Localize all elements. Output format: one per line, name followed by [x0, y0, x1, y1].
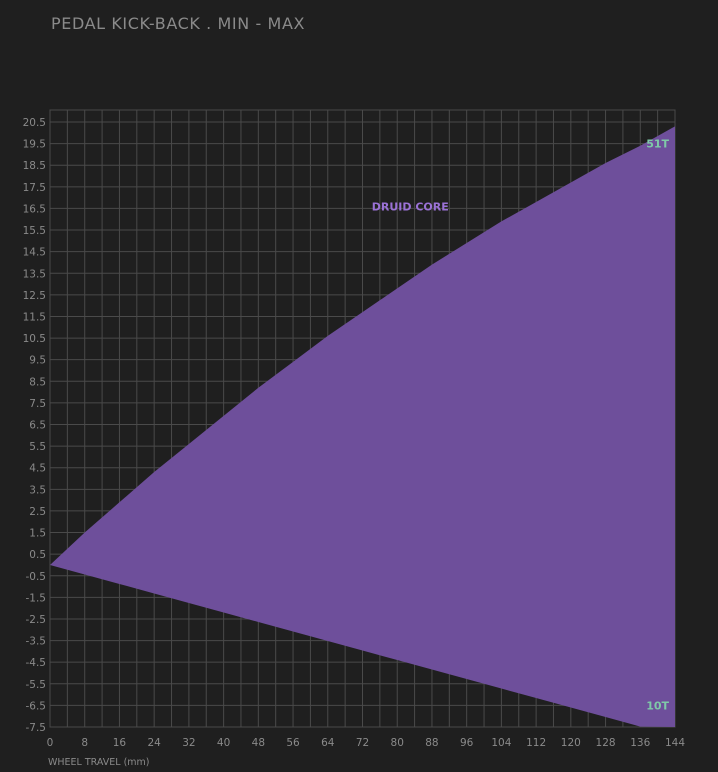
y-tick-label: -0.5 — [26, 571, 47, 583]
x-tick-label: 16 — [113, 737, 127, 749]
chart-title: PEDAL KICK-BACK . MIN - MAX — [51, 14, 306, 33]
annotations: 51T 10T DRUID CORE — [372, 138, 670, 713]
y-tick-label: 4.5 — [29, 463, 46, 475]
y-tick-label: 9.5 — [29, 355, 46, 367]
y-tick-label: -4.5 — [26, 657, 47, 669]
y-tick-label: 17.5 — [23, 182, 46, 194]
y-tick-label: 11.5 — [23, 311, 46, 323]
y-tick-label: -5.5 — [26, 679, 47, 691]
series-label-druid-core: DRUID CORE — [372, 200, 449, 213]
x-axis-ticks: 0 8 16 24 32 40 48 56 64 72 80 88 96 104 112 120 128 136 1… — [47, 737, 686, 749]
annotation-10t: 10T — [646, 699, 669, 712]
y-tick-label: 3.5 — [29, 484, 46, 496]
series-area-druid-core — [50, 126, 675, 728]
plot-area — [50, 126, 675, 728]
y-tick-label: 14.5 — [23, 247, 46, 259]
y-tick-label: 10.5 — [23, 333, 46, 345]
y-tick-label: 15.5 — [23, 225, 46, 237]
y-tick-label: 5.5 — [29, 441, 46, 453]
x-tick-label: 96 — [460, 737, 474, 749]
x-tick-label: 24 — [147, 737, 161, 749]
x-tick-label: 136 — [630, 737, 650, 749]
y-tick-label: -7.5 — [26, 722, 47, 734]
y-tick-label: -3.5 — [26, 636, 47, 648]
x-tick-label: 56 — [286, 737, 300, 749]
y-tick-label: 19.5 — [23, 139, 46, 151]
y-tick-label: 16.5 — [23, 203, 46, 215]
y-tick-label: 20.5 — [23, 117, 46, 129]
x-tick-label: 112 — [526, 737, 546, 749]
x-tick-label: 32 — [182, 737, 195, 749]
x-tick-label: 144 — [665, 737, 685, 749]
x-tick-label: 88 — [425, 737, 438, 749]
y-tick-label: 8.5 — [29, 376, 46, 388]
y-tick-label: -2.5 — [26, 614, 47, 626]
y-tick-label: -1.5 — [26, 592, 47, 604]
annotation-51t: 51T — [646, 138, 669, 151]
x-tick-label: 128 — [596, 737, 616, 749]
y-tick-label: 13.5 — [23, 268, 46, 280]
y-tick-label: 7.5 — [29, 398, 46, 410]
x-tick-label: 72 — [356, 737, 369, 749]
y-tick-label: 0.5 — [29, 549, 46, 561]
x-tick-label: 104 — [491, 737, 511, 749]
x-tick-label: 64 — [321, 737, 335, 749]
y-axis-ticks: 20.5 19.5 18.5 17.5 16.5 15.5 14.5 13.5 12.5 11.5… — [23, 117, 46, 734]
y-tick-label: 12.5 — [23, 290, 46, 302]
y-tick-label: -6.5 — [26, 700, 47, 712]
y-tick-label: 18.5 — [23, 160, 46, 172]
x-tick-label: 8 — [81, 737, 88, 749]
y-tick-label: 1.5 — [29, 528, 46, 540]
x-tick-label: 40 — [217, 737, 230, 749]
x-axis-label: WHEEL TRAVEL (mm) — [48, 757, 150, 768]
y-tick-label: 2.5 — [29, 506, 46, 518]
y-tick-label: 6.5 — [29, 420, 46, 432]
x-tick-label: 0 — [47, 737, 54, 749]
x-tick-label: 120 — [561, 737, 581, 749]
x-tick-label: 80 — [391, 737, 404, 749]
x-tick-label: 48 — [252, 737, 265, 749]
